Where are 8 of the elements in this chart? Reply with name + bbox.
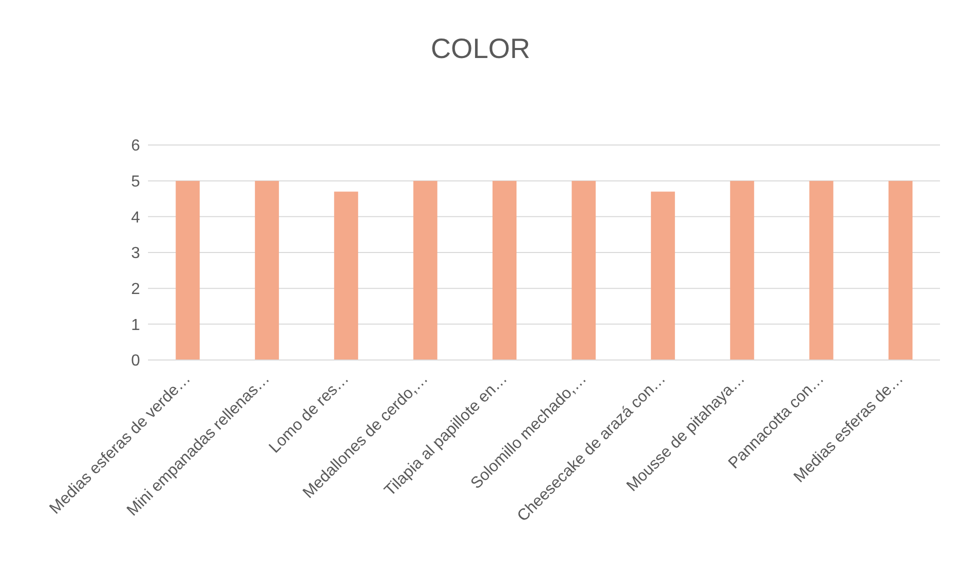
y-tick-label: 5 (131, 174, 140, 191)
y-tick-label: 6 (131, 138, 140, 155)
chart-title: COLOR (430, 32, 532, 66)
y-tick-label: 1 (131, 316, 140, 334)
y-tick-label: 2 (131, 281, 140, 298)
y-tick-label: 0 (131, 352, 140, 370)
y-tick-label: 4 (131, 209, 140, 226)
y-tick-label: 3 (131, 245, 140, 262)
